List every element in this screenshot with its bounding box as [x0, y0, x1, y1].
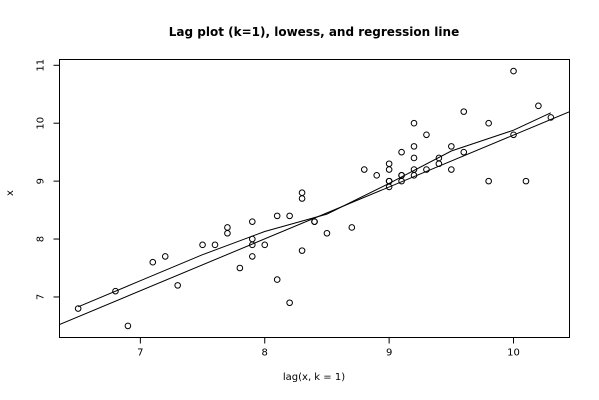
- data-point: [311, 218, 318, 225]
- x-axis-label: lag(x, k = 1): [283, 372, 345, 383]
- data-point: [286, 212, 293, 220]
- x-tick-label: 7: [137, 348, 143, 359]
- data-point: [224, 224, 231, 231]
- data-point: [423, 131, 430, 139]
- data-point: [448, 143, 455, 150]
- data-point: [261, 241, 269, 249]
- data-point: [460, 108, 468, 115]
- data-point: [398, 177, 405, 185]
- x-tick-label: 8: [262, 348, 268, 359]
- data-point: [249, 253, 256, 260]
- data-point: [448, 166, 455, 173]
- data-point: [298, 189, 306, 197]
- data-point: [385, 183, 393, 191]
- data-point: [224, 229, 231, 237]
- data-point: [249, 241, 256, 249]
- y-tick-label: 8: [36, 236, 47, 242]
- data-point: [410, 172, 418, 179]
- data-point: [348, 224, 356, 231]
- data-point: [547, 114, 555, 121]
- data-point: [249, 218, 256, 225]
- x-tick-label: 10: [507, 348, 520, 359]
- data-point: [211, 241, 219, 249]
- x-tick-label: 9: [386, 348, 392, 359]
- data-point: [112, 287, 119, 295]
- data-point: [298, 195, 306, 202]
- data-point: [410, 154, 418, 162]
- chart-title: Lag plot (k=1), lowess, and regression l…: [169, 25, 459, 39]
- y-tick-label: 10: [36, 117, 47, 130]
- data-point: [286, 299, 293, 307]
- data-point: [410, 119, 418, 127]
- y-axis-label: x: [5, 190, 16, 196]
- y-tick-label: 9: [36, 178, 47, 184]
- data-point: [124, 322, 132, 330]
- data-point: [161, 253, 169, 260]
- data-point: [485, 177, 492, 185]
- data-point: [398, 148, 405, 156]
- data-point: [385, 160, 393, 168]
- data-point: [460, 148, 468, 156]
- lowess-curve: [78, 112, 552, 308]
- data-point: [510, 131, 517, 139]
- data-points: [74, 67, 555, 330]
- x-axis: 7 8 9 10: [137, 337, 520, 359]
- plot-frame: [59, 59, 570, 338]
- data-point: [149, 258, 157, 266]
- data-point: [485, 119, 492, 127]
- y-axis: 7 8 9 10 11: [36, 59, 60, 300]
- data-point: [273, 212, 281, 220]
- y-tick-label: 7: [36, 294, 47, 300]
- y-tick-label: 11: [36, 59, 47, 72]
- data-point: [535, 102, 542, 110]
- data-point: [249, 235, 256, 243]
- data-point: [199, 241, 206, 249]
- fit-lines: [59, 111, 570, 325]
- data-point: [360, 166, 368, 173]
- data-point: [385, 166, 393, 173]
- data-point: [323, 229, 331, 237]
- data-point: [410, 143, 418, 150]
- data-point: [273, 276, 281, 283]
- data-point: [174, 282, 181, 289]
- data-point: [435, 160, 443, 168]
- data-point: [510, 67, 517, 75]
- data-point: [522, 177, 530, 185]
- data-point: [74, 305, 82, 312]
- data-point: [236, 264, 244, 272]
- regression-line: [59, 111, 570, 325]
- data-point: [298, 247, 306, 254]
- data-point: [423, 166, 430, 173]
- data-point: [373, 172, 380, 179]
